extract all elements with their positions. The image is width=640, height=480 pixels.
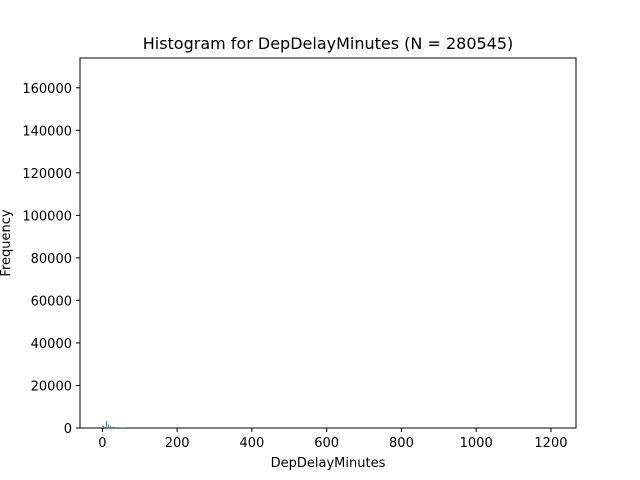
y-axis-title: Frequency — [0, 209, 14, 276]
y-tick-label: 60000 — [31, 294, 72, 309]
x-axis-ticks: 0 200 400 600 800 1000 1200 — [98, 428, 568, 451]
x-axis-title: DepDelayMinutes — [271, 456, 386, 471]
x-tick-label: 1200 — [534, 436, 567, 451]
y-tick-label: 100000 — [22, 209, 72, 224]
histogram-bar — [121, 427, 123, 428]
x-tick-label: 200 — [165, 436, 190, 451]
chart-title: Histogram for DepDelayMinutes (N = 28054… — [143, 34, 514, 53]
histogram-bar — [109, 426, 111, 428]
histogram-bar — [106, 420, 108, 428]
plot-frame — [79, 57, 577, 429]
histogram-bar — [105, 427, 106, 428]
y-tick-label: 160000 — [22, 82, 72, 97]
y-axis-ticks: 0 20000 40000 60000 80000 100000 120000 140000 1… — [22, 82, 80, 437]
histogram-bar — [117, 427, 119, 428]
y-tick-label: 40000 — [31, 337, 72, 352]
histogram-bar — [108, 427, 110, 428]
histogram-bar — [104, 426, 106, 428]
x-tick-label: 800 — [389, 436, 414, 451]
bars-group — [102, 420, 137, 428]
histogram-bar — [113, 426, 115, 428]
y-tick-label: 0 — [64, 422, 72, 437]
y-tick-label: 120000 — [22, 167, 72, 182]
x-tick-label: 600 — [314, 436, 339, 451]
histogram-bar — [108, 424, 109, 428]
histogram-bar — [103, 426, 105, 428]
histogram-bar — [115, 427, 117, 428]
y-tick-label: 140000 — [22, 124, 72, 139]
x-tick-label: 0 — [98, 436, 106, 451]
y-tick-label: 80000 — [31, 252, 72, 267]
histogram-bar — [111, 427, 113, 428]
histogram-bar — [106, 427, 108, 428]
x-tick-label: 400 — [240, 436, 265, 451]
y-tick-label: 20000 — [31, 379, 72, 394]
x-tick-label: 1000 — [460, 436, 493, 451]
